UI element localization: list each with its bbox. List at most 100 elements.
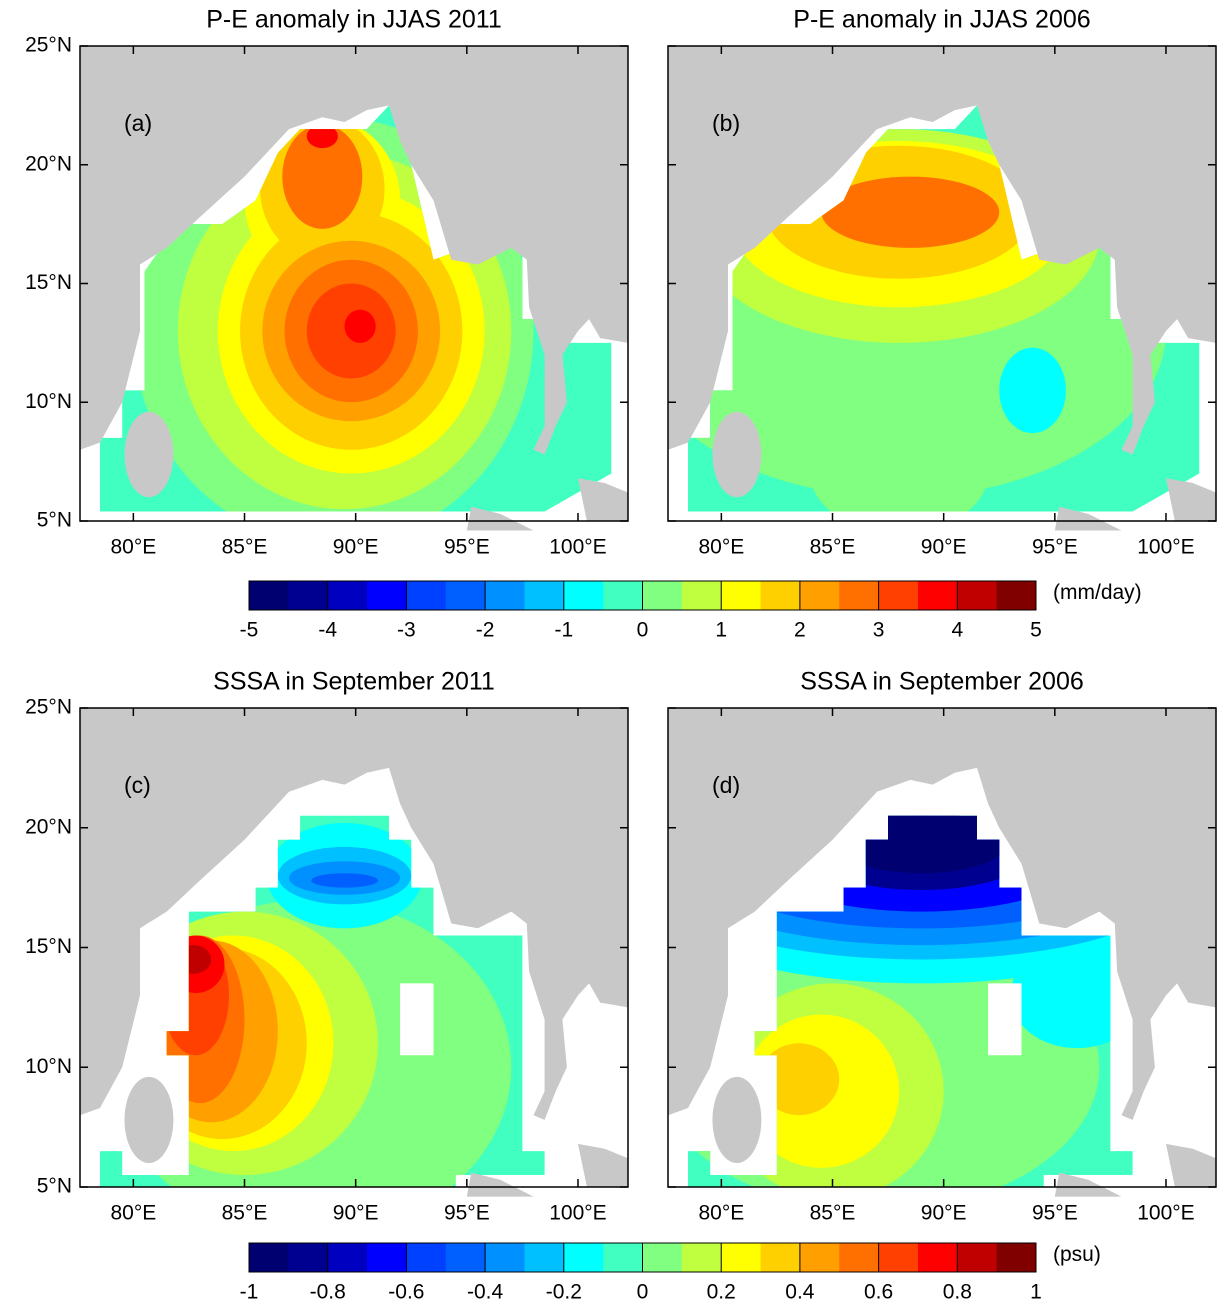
land <box>712 1076 762 1164</box>
colorbar-bin <box>485 581 525 610</box>
y-tick-label: 5°N <box>37 1175 72 1198</box>
colorbar-bin <box>642 1243 683 1272</box>
panel-label: (d) <box>712 772 740 798</box>
colorbar-tick-label: -0.8 <box>310 1281 346 1302</box>
y-tick-label: 10°N <box>25 1055 72 1078</box>
land <box>578 1143 628 1187</box>
colorbar-tick-label: -2 <box>476 619 495 642</box>
colorbar-bin <box>721 1243 762 1272</box>
colorbar-tick-label: -1 <box>554 619 573 642</box>
colorbar-bin <box>445 581 486 610</box>
x-tick-label: 100°E <box>1137 1202 1194 1225</box>
colorbar-bin <box>288 581 329 610</box>
x-tick-label: 85°E <box>222 1202 268 1225</box>
land <box>1054 1172 1122 1197</box>
colorbar-tick-label: 1 <box>715 619 727 642</box>
colorbar: -1 -0.8 -0.6 -0.4 -0.2 0 0.2 0.4 0.6 0.8 1 (psu) <box>240 1242 1101 1302</box>
y-tick-label: 20°N <box>25 815 72 838</box>
colorbar-tick-label: -0.4 <box>467 1281 504 1302</box>
colorbar-bin <box>367 1243 407 1272</box>
colorbar-unit: (mm/day) <box>1053 581 1142 604</box>
land <box>712 411 762 498</box>
map-panel: SSSA in September 2011 (c) 80°E 85°E 90°E 95°… <box>25 668 629 1225</box>
contour-region <box>311 873 378 888</box>
colorbar-tick-label: 1 <box>1030 1281 1042 1302</box>
colorbar-bin <box>996 581 1037 610</box>
map-panel: P-E anomaly in JJAS 2006 (b) 80°E 85°E 90°E 9… <box>667 6 1217 559</box>
x-tick-label: 80°E <box>698 536 744 559</box>
masked-area <box>988 983 1022 1056</box>
colorbar-bin <box>524 1243 565 1272</box>
y-tick-label: 5°N <box>37 509 72 532</box>
x-tick-label: 80°E <box>698 1202 744 1225</box>
x-tick-label: 90°E <box>333 536 379 559</box>
colorbar-bin <box>681 1243 722 1272</box>
x-tick-label: 85°E <box>222 536 268 559</box>
contour-region <box>282 124 363 229</box>
colorbar-tick-label: -4 <box>318 619 337 642</box>
map-panel: P-E anomaly in JJAS 2011 (a) 80°E 85°E 90°E 9… <box>25 6 629 559</box>
colorbar-tick-label: -5 <box>240 619 259 642</box>
colorbar-tick-label: 0.8 <box>943 1281 972 1302</box>
x-tick-label: 85°E <box>810 536 856 559</box>
x-tick-label: 95°E <box>1032 1202 1078 1225</box>
colorbar-tick-label: 3 <box>873 619 885 642</box>
colorbar-bin <box>603 581 643 610</box>
colorbar-bin <box>327 1243 368 1272</box>
colorbar-bin <box>799 581 840 610</box>
land <box>578 478 628 521</box>
x-tick-label: 80°E <box>110 1202 156 1225</box>
colorbar-bin <box>760 1243 801 1272</box>
colorbar-tick-label: 0.4 <box>785 1281 815 1302</box>
masked-area <box>400 983 434 1056</box>
colorbar: -5 -4 -3 -2 -1 0 1 2 3 4 5 (mm/day) <box>240 580 1142 642</box>
colorbar-tick-label: 5 <box>1030 619 1042 642</box>
panel-label: (c) <box>124 772 151 798</box>
land <box>124 1076 174 1164</box>
colorbar-bin <box>367 581 407 610</box>
colorbar-bin <box>839 581 880 610</box>
y-tick-label: 25°N <box>25 34 72 57</box>
contour-region <box>344 309 376 343</box>
land <box>668 708 1216 1120</box>
contour-region <box>999 347 1066 434</box>
colorbar-bin <box>445 1243 486 1272</box>
panel-title: SSSA in September 2011 <box>213 668 495 696</box>
land <box>466 1172 534 1197</box>
colorbar-bin <box>839 1243 880 1272</box>
x-tick-label: 90°E <box>921 536 967 559</box>
colorbar-bin <box>603 1243 643 1272</box>
colorbar-bin <box>957 581 998 610</box>
panel-label: (a) <box>124 110 152 136</box>
colorbar-tick-label: 0 <box>637 1281 649 1302</box>
land <box>80 708 628 1120</box>
contour-region <box>759 1043 840 1116</box>
x-tick-label: 100°E <box>549 536 606 559</box>
panel-title: P-E anomaly in JJAS 2011 <box>206 6 502 34</box>
y-tick-label: 15°N <box>25 271 72 294</box>
x-tick-label: 95°E <box>444 1202 490 1225</box>
colorbar-bin <box>760 581 801 610</box>
colorbar-bin <box>878 581 919 610</box>
land <box>1054 506 1122 531</box>
land <box>668 46 1216 455</box>
contour-region <box>306 124 338 149</box>
colorbar-bin <box>249 1243 289 1272</box>
colorbar-bin <box>406 581 447 610</box>
x-tick-label: 90°E <box>921 1202 967 1225</box>
x-tick-label: 100°E <box>549 1202 606 1225</box>
map-panel: SSSA in September 2006 (d) 80°E 85°E 90°E 95°… <box>667 668 1217 1225</box>
y-tick-label: 25°N <box>25 696 72 719</box>
colorbar-bin <box>524 581 565 610</box>
colorbar-bin <box>878 1243 919 1272</box>
contour-region <box>810 414 989 512</box>
land <box>1166 478 1216 521</box>
contour-region <box>821 176 1000 248</box>
panel-label: (b) <box>712 110 740 136</box>
colorbar-bin <box>642 581 683 610</box>
colorbar-unit: (psu) <box>1053 1243 1101 1266</box>
colorbar-bin <box>799 1243 840 1272</box>
colorbar-bin <box>721 581 762 610</box>
y-tick-label: 15°N <box>25 935 72 958</box>
